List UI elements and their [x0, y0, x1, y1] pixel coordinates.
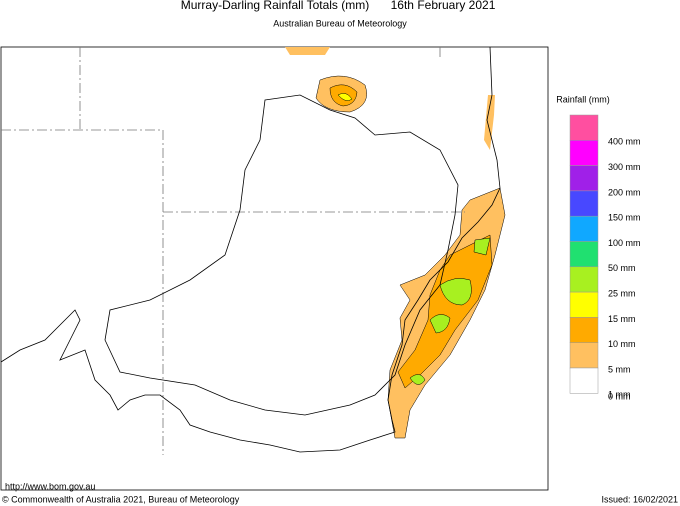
legend-swatch	[569, 367, 599, 394]
legend-label: 1 mm	[608, 390, 631, 400]
legend-swatch	[569, 114, 599, 141]
rain-area	[473, 237, 491, 256]
legend-label: 15 mm	[608, 314, 636, 324]
legend-swatch	[569, 241, 599, 268]
state-border	[1, 47, 465, 455]
rain-area	[484, 95, 495, 150]
legend-swatch	[569, 317, 599, 343]
legend-swatch	[569, 190, 599, 217]
legend-label: 25 mm	[608, 288, 636, 298]
rain-area	[285, 47, 330, 55]
legend-swatch	[569, 291, 599, 318]
legend-swatch	[569, 215, 599, 242]
legend-label: 50 mm	[608, 263, 636, 273]
legend-swatch	[569, 140, 599, 166]
legend: Rainfall (mm) 400 mm 300 mm 200 mm 150 mm 10…	[556, 94, 640, 401]
rain-area	[439, 278, 472, 306]
legend-label: 200 mm	[608, 187, 641, 197]
url: http://www.bom.gov.au	[5, 481, 95, 491]
legend-title: Rainfall (mm)	[556, 94, 610, 104]
basin-boundary	[104, 94, 459, 416]
rain-area	[429, 314, 451, 334]
legend-label: 100 mm	[608, 238, 641, 248]
legend-swatch	[569, 342, 599, 369]
legend-label: 0 mm	[608, 392, 631, 402]
legend-label: 400 mm	[608, 137, 641, 147]
legend-label: 300 mm	[608, 162, 641, 172]
legend-label: 150 mm	[608, 213, 641, 223]
copyright: © Commonwealth of Australia 2021, Bureau…	[2, 494, 240, 504]
title: Murray-Darling Rainfall Totals (mm)	[181, 0, 369, 12]
legend-label: 10 mm	[608, 339, 636, 349]
legend-swatch	[569, 266, 599, 293]
map	[0, 46, 549, 491]
date: 16th February 2021	[391, 0, 496, 12]
coastline	[0, 46, 501, 453]
legend-label: 5 mm	[608, 364, 631, 374]
issued: Issued: 16/02/2021	[601, 494, 678, 504]
legend-swatch	[569, 165, 599, 192]
rain-area	[409, 374, 426, 385]
subtitle: Australian Bureau of Meteorology	[273, 18, 407, 28]
rain-area	[337, 92, 353, 102]
